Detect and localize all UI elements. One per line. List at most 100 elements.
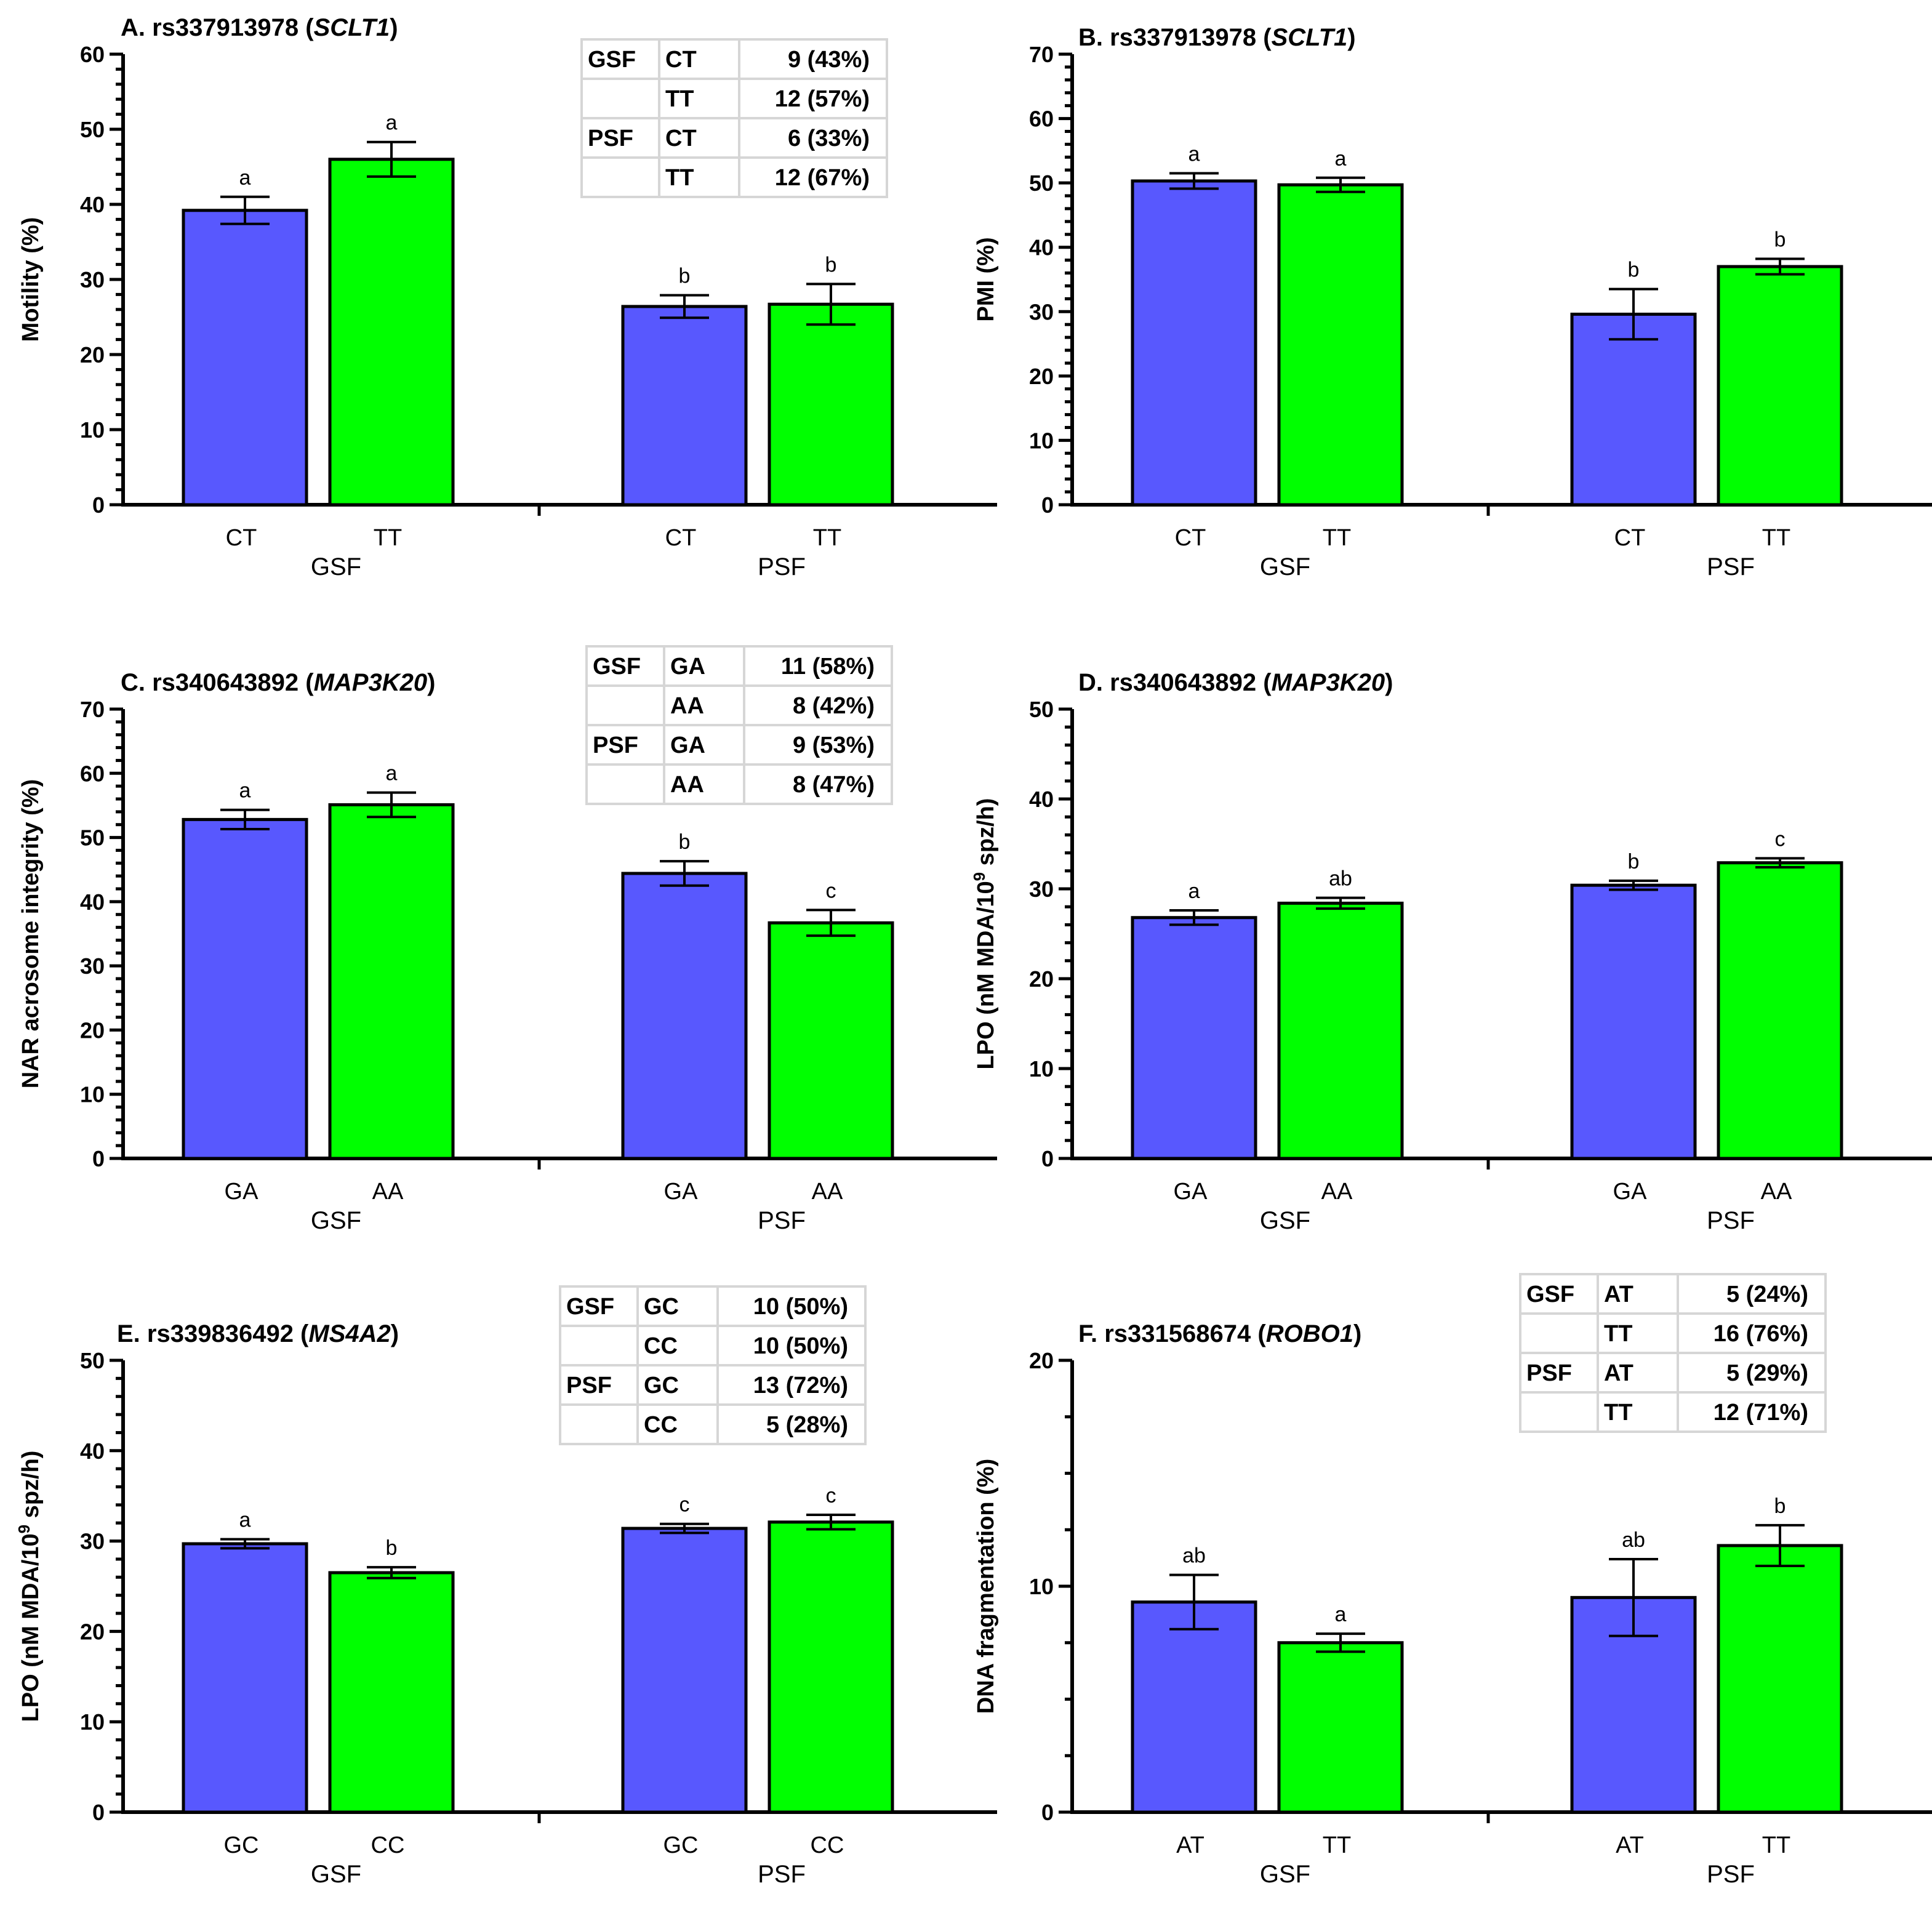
panel-title-gene: SCLT1: [1272, 24, 1348, 51]
table-cell: PSF: [1526, 1360, 1572, 1386]
y-tick-label: 40: [80, 889, 105, 915]
panel-title: E. rs339836492 (MS4A2): [117, 1320, 399, 1347]
table-cell: AT: [1604, 1282, 1633, 1307]
y-axis-label-main: LPO (nM MDA/10: [973, 881, 999, 1069]
y-tick-label: 20: [80, 1017, 105, 1043]
table-cell: GSF: [593, 654, 641, 680]
significance-letter: a: [239, 1509, 251, 1532]
table-cell: 8 (47%): [793, 772, 875, 798]
table-cell: GC: [644, 1294, 679, 1320]
significance-letter: a: [1188, 142, 1200, 166]
table-cell: CC: [644, 1333, 678, 1359]
x-group-label: GSF: [1260, 1861, 1310, 1888]
y-axis-label-main: NAR acrosome integrity (%): [18, 779, 44, 1089]
y-tick-label: 0: [92, 1146, 105, 1171]
table-cell: 10 (50%): [753, 1333, 848, 1359]
y-tick-label: 0: [1041, 492, 1054, 518]
x-group-label: PSF: [1707, 553, 1755, 580]
table-cell: GSF: [588, 47, 636, 73]
y-tick-label: 40: [1029, 787, 1054, 812]
x-category-label: AA: [812, 1179, 843, 1205]
bar-tt-psf: [768, 302, 894, 507]
y-axis-label: PMI (%): [973, 237, 999, 321]
x-category-label: TT: [374, 525, 402, 551]
panel-title: A. rs337913978 (SCLT1): [121, 14, 398, 41]
significance-letter: ab: [1182, 1544, 1206, 1568]
x-category-label: TT: [1762, 525, 1790, 551]
y-tick-label: 40: [1029, 235, 1054, 260]
table-cell: 6 (33%): [788, 126, 870, 151]
y-tick-label: 20: [1029, 966, 1054, 992]
y-tick-label: 30: [1029, 877, 1054, 902]
x-group-label: GSF: [1260, 1207, 1310, 1234]
bar-ct-psf: [621, 305, 748, 507]
significance-letter: b: [1628, 259, 1640, 282]
table-cell: AT: [1604, 1360, 1633, 1386]
bar-ct-gsf: [182, 209, 308, 507]
y-axis-label: DNA fragmentation (%): [973, 1459, 999, 1714]
panel-a: A. rs337913978 (SCLT1) 0 10 20 30 40 50 60 Motil…: [18, 14, 997, 580]
table-cell: CT: [665, 47, 697, 73]
y-tick-label: 10: [80, 1082, 105, 1107]
table-cell: 5 (24%): [1726, 1282, 1808, 1307]
y-tick-label: 50: [80, 117, 105, 142]
bar-ga-gsf: [1131, 916, 1257, 1160]
panel-title-gene: ROBO1: [1266, 1320, 1353, 1347]
bar-ct-gsf: [1131, 179, 1257, 507]
significance-letter: a: [239, 779, 251, 803]
panel-title-snp: D. rs340643892 (: [1078, 669, 1272, 696]
panel-title-gene: MAP3K20: [1272, 669, 1385, 696]
panel-title-snp: B. rs337913978 (: [1078, 24, 1272, 51]
table-cell: GC: [644, 1373, 679, 1398]
y-tick-label: 0: [92, 1800, 105, 1825]
x-category-label: CT: [1175, 525, 1206, 551]
significance-letter: b: [1774, 1495, 1786, 1518]
y-tick-label: 60: [80, 42, 105, 67]
table-cell: GA: [670, 654, 705, 680]
panel-title-close: ): [1347, 24, 1355, 51]
panel-title: D. rs340643892 (MAP3K20): [1078, 669, 1393, 696]
y-tick-label: 60: [1029, 106, 1054, 132]
y-tick-label: 0: [92, 492, 105, 518]
bar-aa-psf: [1717, 861, 1843, 1160]
y-tick-label: 20: [80, 342, 105, 367]
x-group-label: PSF: [758, 1207, 806, 1234]
y-axis-label-superscript: 9: [15, 1525, 33, 1533]
genotype-frequency-table: GSF CT 9 (43%) TT 12 (57%) PSF CT 6 (33%) TT 12 (…: [580, 38, 888, 198]
x-category-label: CT: [226, 525, 257, 551]
x-category-label: AA: [1321, 1179, 1353, 1205]
table-cell: TT: [1604, 1400, 1632, 1426]
y-tick-label: 40: [80, 1439, 105, 1464]
table-cell: CT: [665, 126, 697, 151]
table-cell: 11 (58%): [781, 654, 875, 680]
significance-letter: b: [386, 1536, 398, 1560]
bar-tt-gsf: [1277, 1641, 1404, 1814]
panel-title-snp: F. rs331568674 (: [1078, 1320, 1266, 1347]
y-tick-label: 20: [80, 1619, 105, 1644]
x-category-label: GA: [1613, 1179, 1648, 1205]
y-axis-label-unit: spz/h): [18, 1451, 44, 1525]
y-tick-label: 30: [1029, 299, 1054, 324]
y-tick-label: 50: [80, 825, 105, 851]
table-cell: 5 (29%): [1726, 1360, 1808, 1386]
significance-letter: c: [679, 1493, 690, 1517]
panel-title-gene: MAP3K20: [314, 669, 428, 696]
panel-title-gene: MS4A2: [308, 1320, 390, 1347]
x-group-label: PSF: [1707, 1207, 1755, 1234]
table-cell: GSF: [566, 1294, 614, 1320]
y-tick-label: 50: [1029, 171, 1054, 196]
table-cell: 12 (71%): [1714, 1400, 1808, 1426]
y-tick-label: 70: [80, 697, 105, 722]
panel-title: F. rs331568674 (ROBO1): [1078, 1320, 1361, 1347]
table-cell: 8 (42%): [793, 693, 875, 719]
panel-title-snp: E. rs339836492 (: [117, 1320, 309, 1347]
y-tick-label: 60: [80, 761, 105, 786]
x-category-label: AA: [372, 1179, 404, 1205]
bar-tt-gsf: [1277, 183, 1404, 507]
table-cell: CC: [644, 1412, 678, 1438]
bar-ga-psf: [621, 872, 748, 1160]
table-cell: TT: [665, 86, 694, 112]
panel-c: C. rs340643892 (MAP3K20) 0 10 20 30 40 50 60 70 N…: [18, 645, 997, 1234]
y-tick-label: 30: [80, 267, 105, 292]
significance-letter: a: [1335, 147, 1347, 171]
